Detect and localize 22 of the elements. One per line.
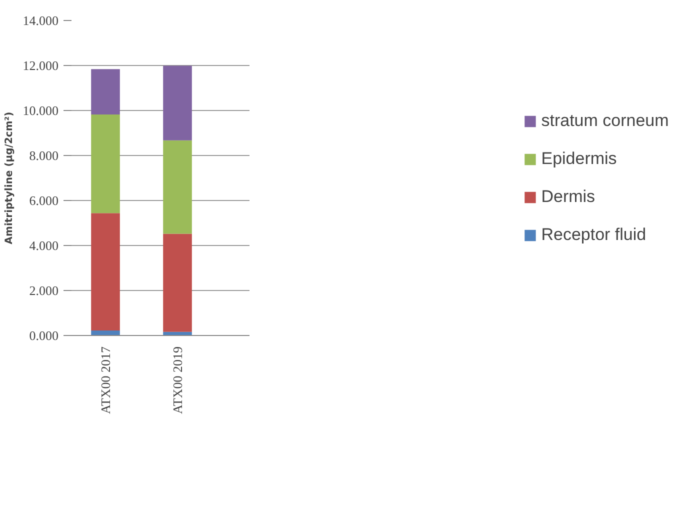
bar — [91, 213, 120, 331]
legend-label: Receptor fluid — [541, 224, 646, 244]
x-tick-label: ATX00 2019 — [170, 346, 185, 414]
legend-label: Epidermis — [541, 148, 617, 168]
legend-label: stratum corneum — [541, 110, 669, 130]
bar — [163, 140, 192, 234]
y-tick-label: 6.000 — [29, 193, 58, 208]
bar — [91, 114, 120, 214]
y-axis-title: Amitriptyline (µg/2cm²) — [4, 112, 15, 244]
y-tick-label: 8.000 — [29, 148, 58, 163]
x-tick-label: ATX00 2017 — [98, 346, 113, 414]
y-tick-label: 10.000 — [22, 103, 58, 118]
bar — [163, 66, 192, 140]
y-tick-label: 14.000 — [22, 13, 58, 28]
y-tick-label: 12.000 — [22, 58, 58, 73]
bar — [91, 330, 120, 336]
y-tick-label: 2.000 — [29, 283, 58, 298]
y-tick-label: 4.000 — [29, 238, 58, 253]
bar — [91, 69, 120, 115]
legend-label: Dermis — [541, 186, 596, 206]
bar — [163, 234, 192, 332]
y-tick-label: 0.000 — [29, 328, 58, 343]
